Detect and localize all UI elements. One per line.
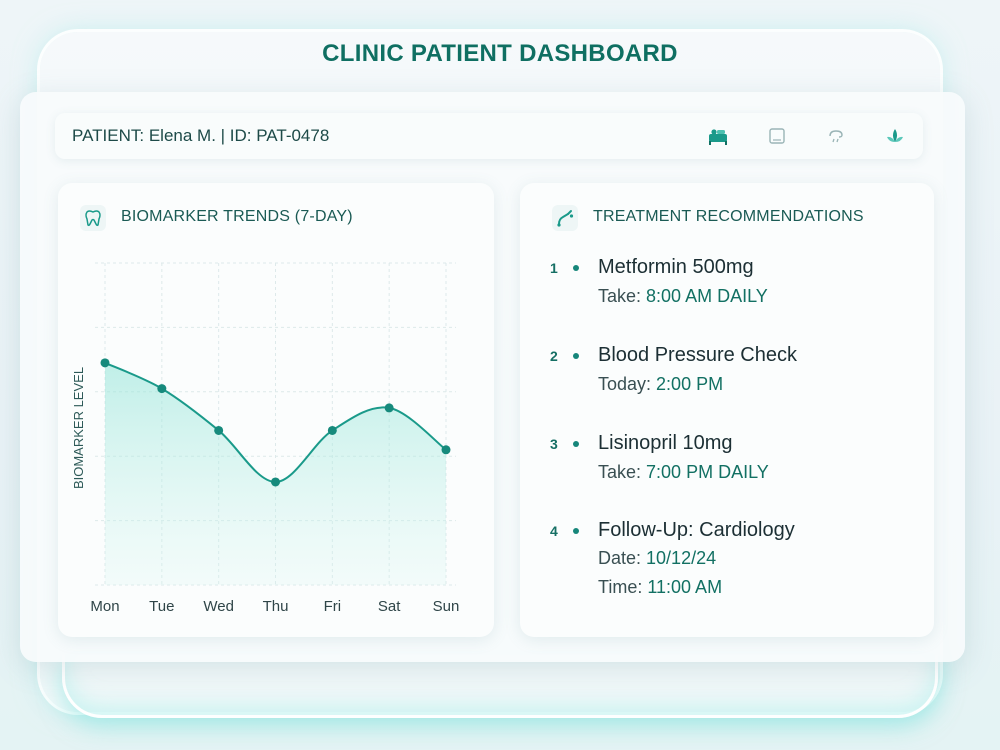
square-icon[interactable]: [766, 125, 788, 147]
rec-detail-key: Time:: [598, 577, 648, 597]
page-title: CLINIC PATIENT DASHBOARD: [322, 40, 678, 67]
patient-info: PATIENT: Elena M. | ID: PAT-0478: [72, 126, 330, 145]
bullet-dot: [573, 441, 579, 447]
cloud-rain-icon[interactable]: [825, 125, 847, 147]
data-point-tue[interactable]: [157, 384, 167, 394]
rec-number: 1: [550, 260, 558, 276]
x-tick-label: Mon: [90, 598, 119, 615]
treatment-title: TREATMENT RECOMMENDATIONS: [593, 208, 864, 225]
x-tick-label: Thu: [263, 598, 289, 615]
x-tick-label: Tue: [149, 598, 174, 615]
rec-detail-key: Date:: [598, 548, 647, 568]
stethoscope-icon: [552, 205, 578, 231]
frame-glow: [62, 655, 938, 718]
bullet-dot: [573, 265, 579, 271]
data-point-wed[interactable]: [214, 425, 224, 435]
data-point-sat[interactable]: [384, 403, 394, 413]
y-axis-label: BIOMARKER LEVEL: [71, 367, 86, 489]
biomarker-chart: Mon Tue Wed Thu Fri Sat Sun BIOMARKER LEVEL: [71, 262, 460, 615]
rec-detail-value: 8:00 AM DAILY: [646, 286, 768, 306]
x-tick-label: Sun: [433, 598, 460, 615]
data-point-mon[interactable]: [100, 358, 110, 368]
rec-number: 2: [550, 348, 558, 364]
rec-name: Follow-Up: Cardiology: [598, 519, 795, 541]
x-tick-label: Wed: [203, 598, 234, 615]
lotus-icon[interactable]: [884, 125, 906, 147]
rec-number: 4: [550, 523, 558, 539]
rec-name: Metformin 500mg: [598, 256, 754, 278]
bullet-dot: [573, 528, 579, 534]
biomarker-title: BIOMARKER TRENDS (7-DAY): [121, 208, 353, 225]
rec-detail-value: 10/12/24: [646, 548, 717, 568]
rec-detail: Today: 2:00 PM: [598, 374, 723, 395]
data-point-fri[interactable]: [327, 425, 337, 435]
rec-detail-value: 2:00 PM: [656, 374, 724, 394]
rec-detail: Time: 11:00 AM: [598, 577, 722, 598]
rec-name: Blood Pressure Check: [598, 344, 797, 366]
rec-detail-value: 7:00 PM DAILY: [646, 462, 769, 482]
x-tick-label: Sat: [378, 598, 401, 615]
tooth-icon: [80, 205, 106, 231]
patient-bar: PATIENT: Elena M. | ID: PAT-0478: [55, 113, 923, 159]
biomarker-card: BIOMARKER TRENDS (7-DAY) Mon Tue Wed Thu Fri…: [58, 183, 494, 637]
data-point-thu[interactable]: [271, 477, 280, 487]
data-point-sun[interactable]: [441, 445, 451, 455]
x-tick-label: Fri: [324, 598, 342, 615]
rec-detail: Take: 8:00 AM DAILY: [598, 286, 768, 307]
rec-detail: Take: 7:00 PM DAILY: [598, 462, 769, 483]
chart-area: [105, 362, 446, 585]
treatment-card: TREATMENT RECOMMENDATIONS 1 Metformin 50…: [520, 183, 934, 637]
rec-number: 3: [550, 436, 558, 452]
rec-detail: Date: 10/12/24: [598, 548, 716, 569]
rec-detail-key: Take:: [598, 286, 647, 306]
rec-detail-value: 11:00 AM: [647, 577, 723, 597]
rec-name: Lisinopril 10mg: [598, 432, 733, 454]
rec-detail-key: Take:: [598, 462, 647, 482]
bullet-dot: [573, 353, 579, 359]
bed-icon[interactable]: [707, 125, 729, 147]
rec-detail-key: Today:: [598, 374, 657, 394]
